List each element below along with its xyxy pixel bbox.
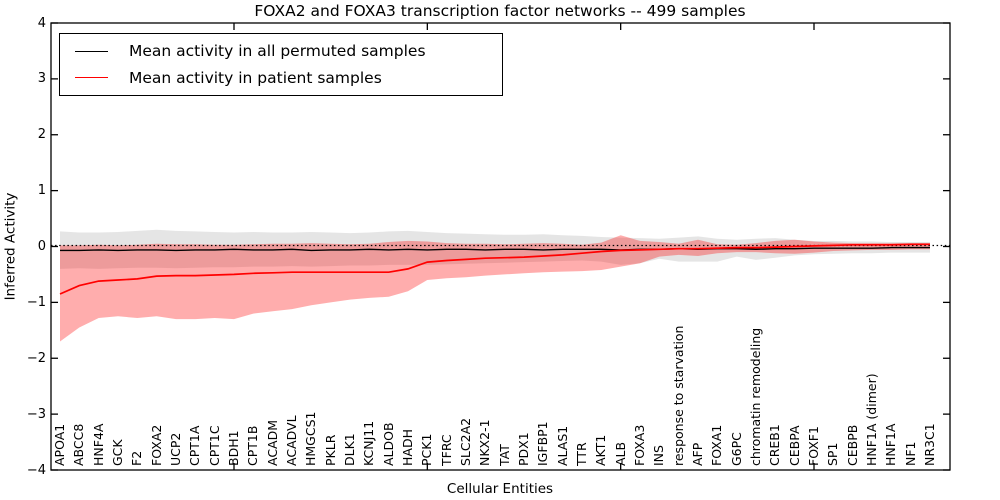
mean-permuted-line [60, 246, 930, 252]
x-tick-label: FOXA3 [632, 424, 647, 466]
x-tick-label: ABCC8 [71, 423, 87, 466]
y-tick-label: 3 [37, 71, 46, 87]
x-tick-label: FOXF1 [806, 426, 821, 466]
legend-item-label: Mean activity in patient samples [129, 68, 382, 87]
x-tick-label: DLK1 [342, 433, 357, 466]
x-tick-label: TAT [496, 444, 512, 466]
x-axis-label: Cellular Entities [446, 481, 554, 497]
x-tick-label: SLC2A2 [458, 417, 473, 466]
x-tick-label: GCK [110, 439, 125, 466]
x-tick-label: HNF1A [883, 423, 899, 466]
x-tick-label: ALDOB [380, 422, 396, 466]
x-tick-label: NR3C1 [922, 423, 937, 466]
chart-title: FOXA2 and FOXA3 transcription factor net… [254, 2, 746, 20]
legend: Mean activity in all permuted samples Me… [59, 33, 503, 96]
x-tick-label: APOA1 [52, 423, 67, 466]
x-tick-label: ALB [612, 441, 628, 466]
permuted-line-swatch [75, 50, 108, 52]
x-tick-label: UCP2 [168, 432, 183, 466]
x-tick-label: CPT1A [187, 425, 203, 466]
x-tick-label: PDX1 [516, 432, 531, 466]
x-tick-label: FOXA2 [148, 424, 164, 466]
x-tick-label: CREB1 [767, 424, 783, 466]
x-tick-label: SP1 [825, 442, 841, 466]
x-tick-label: IGFBP1 [535, 421, 551, 466]
x-tick-label: TFRC [438, 434, 454, 466]
x-tick-label: CPT1C [206, 425, 222, 466]
y-tick-label: 0 [37, 239, 46, 254]
x-tick-label: F2 [129, 450, 145, 466]
y-tick-label: 4 [37, 15, 46, 31]
legend-item-patient: Mean activity in patient samples [60, 69, 502, 87]
y-tick-label: −3 [26, 406, 46, 422]
y-tick-label: −1 [26, 294, 46, 310]
x-tick-label: NF1 [902, 441, 918, 467]
patient-samples-std-band [60, 235, 930, 342]
patient-line-swatch [75, 77, 108, 79]
x-tick-label: INS [651, 445, 667, 466]
x-tick-label: CEBPB [844, 424, 860, 466]
x-tick-label: ACADM [264, 419, 280, 466]
x-tick-label: HMGCS1 [303, 411, 319, 467]
x-tick-label: CPT1B [245, 425, 261, 466]
x-tick-label: G6PC [728, 432, 744, 466]
x-tick-label: HNF4A [90, 423, 106, 466]
y-tick-label: 2 [37, 127, 46, 143]
x-tick-label: KCNJ11 [361, 420, 377, 466]
x-tick-label: BDH1 [226, 430, 241, 466]
x-tick-label: AFP [690, 442, 705, 466]
legend-item-label: Mean activity in all permuted samples [129, 42, 426, 61]
x-tick-label: PCK1 [419, 433, 435, 466]
mean-patient-line [59, 243, 930, 295]
x-tick-label: CEBPA [786, 425, 802, 467]
x-tick-label: PKLR [322, 434, 338, 466]
x-tick-label: NKX2-1 [477, 419, 493, 466]
y-tick-label: 1 [37, 183, 46, 199]
x-tick-label: HADH [400, 429, 415, 466]
x-tick-label: chromatin remodeling [748, 327, 763, 466]
legend-item-permuted: Mean activity in all permuted samples [60, 42, 502, 60]
x-tick-label: HNF1A (dimer) [864, 373, 879, 466]
x-tick-label: ACADVL [284, 415, 299, 466]
x-tick-label: response to starvation [670, 325, 686, 467]
x-tick-label: FOXA1 [709, 424, 725, 466]
x-tick-label: ALAS1 [554, 425, 570, 466]
x-tick-label: TTR [574, 442, 589, 466]
y-tick-label: −2 [26, 350, 46, 366]
x-tick-label: AKT1 [593, 434, 609, 466]
y-tick-label: −4 [26, 462, 46, 478]
